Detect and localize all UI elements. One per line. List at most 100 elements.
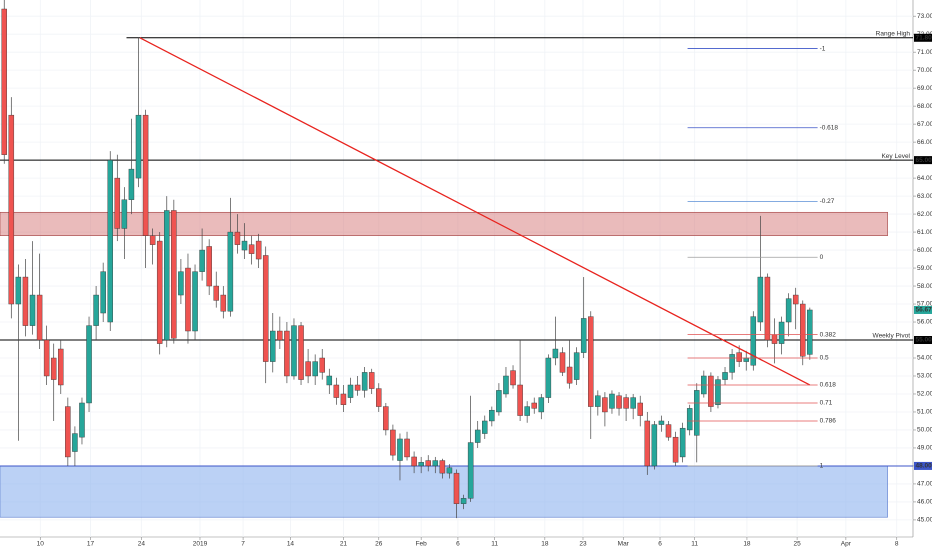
- candle-body: [340, 393, 347, 405]
- candle-body: [50, 357, 57, 380]
- candle-body: [771, 334, 778, 344]
- candle-body: [149, 235, 156, 245]
- y-tick-label: 67.00: [917, 121, 932, 128]
- y-tick-label: 62.00: [917, 211, 932, 218]
- x-tick-label: Apr: [841, 541, 852, 548]
- x-tick-label: 7: [241, 541, 245, 548]
- candle-body: [644, 420, 651, 467]
- price-label-box: [914, 461, 932, 470]
- candle-body: [630, 397, 636, 409]
- candle-body: [8, 114, 15, 305]
- candle-body: [792, 294, 799, 305]
- y-tick-label: 52.00: [917, 391, 932, 398]
- candle-body: [354, 384, 361, 391]
- price-label-box: [914, 33, 932, 42]
- level-name: Range High: [876, 30, 911, 37]
- candle-body: [262, 255, 269, 362]
- candle-body: [764, 276, 771, 341]
- candle-body: [489, 409, 495, 422]
- fib-label: -0.618: [820, 124, 839, 131]
- y-tick-label: 71.00: [917, 49, 932, 56]
- candle-body: [156, 240, 163, 344]
- candle-body: [411, 456, 417, 467]
- price-label: 65.00: [916, 157, 932, 164]
- candle-body: [545, 357, 552, 398]
- x-tick-label: 8: [895, 541, 899, 548]
- price-label-box: [914, 156, 932, 165]
- zone: [0, 211, 888, 236]
- candle-body: [686, 408, 693, 431]
- candle-body: [213, 285, 219, 301]
- x-tick-label: Feb: [416, 541, 428, 548]
- candle-body: [1, 8, 7, 155]
- candle-body: [227, 231, 234, 312]
- y-tick-label: 73.00: [917, 13, 932, 20]
- candle-body: [43, 339, 50, 377]
- candle-body: [595, 395, 601, 407]
- level-name: Weekly Pivot: [873, 333, 911, 340]
- candle-body: [199, 249, 205, 272]
- x-tick-label: 21: [340, 541, 348, 548]
- x-tick-label: 18: [743, 541, 751, 548]
- candle-body: [694, 390, 700, 436]
- candle-body: [573, 352, 580, 380]
- candle-body: [347, 384, 354, 398]
- y-tick-label: 53.00: [917, 373, 932, 380]
- candle-body: [312, 361, 318, 377]
- candle-body: [439, 460, 446, 474]
- candle-body: [602, 397, 608, 413]
- fib-label: 1: [820, 463, 824, 470]
- y-tick-label: 56.00: [917, 319, 932, 326]
- y-tick-label: 51.00: [917, 409, 932, 416]
- candle-body: [121, 199, 128, 229]
- y-tick-label: 60.00: [917, 247, 932, 254]
- candle-body: [778, 321, 785, 344]
- candle-body: [510, 370, 516, 386]
- candle-body: [135, 114, 142, 179]
- candle-body: [425, 460, 431, 467]
- candle-body: [467, 442, 474, 499]
- y-tick-label: 49.00: [917, 445, 932, 452]
- fib-label: -1: [820, 45, 826, 52]
- candle-body: [248, 244, 255, 254]
- candle-body: [284, 330, 290, 377]
- candle-body: [192, 271, 198, 332]
- y-tick-label: 46.00: [917, 499, 932, 506]
- y-tick-label: 59.00: [917, 265, 932, 272]
- x-tick-label: 25: [793, 541, 801, 548]
- candle-body: [171, 210, 177, 339]
- y-tick-label: 63.00: [917, 193, 932, 200]
- candle-body: [185, 267, 191, 332]
- x-tick-label: 11: [691, 541, 698, 548]
- candle-body: [270, 330, 276, 362]
- fib-label: 0.5: [820, 355, 829, 362]
- candle-body: [234, 231, 241, 245]
- candle-body: [418, 462, 424, 467]
- candle-body: [552, 348, 559, 359]
- y-tick-label: 50.00: [917, 427, 932, 434]
- candle-body: [637, 402, 643, 416]
- candle-body: [446, 467, 453, 474]
- x-tick-label: 6: [658, 541, 662, 548]
- y-tick-label: 68.00: [917, 103, 932, 110]
- candle-body: [206, 246, 212, 287]
- candle-body: [376, 388, 382, 407]
- x-tick-label: 23: [579, 541, 587, 548]
- x-tick-label: 26: [375, 541, 383, 548]
- candle-body: [736, 352, 742, 362]
- candle-body: [241, 240, 248, 251]
- level-name: Key Level: [881, 153, 910, 160]
- candle-body: [164, 210, 170, 341]
- zone: [0, 465, 888, 518]
- x-tick-label: 17: [87, 541, 95, 548]
- last-price-label: 56.67: [916, 307, 932, 314]
- candle-body: [807, 309, 813, 355]
- candle-body: [580, 318, 587, 353]
- candle-body: [326, 375, 333, 386]
- candle-body: [432, 460, 439, 467]
- last-price-box: [914, 305, 932, 314]
- candle-body: [220, 294, 227, 312]
- candle-body: [750, 316, 757, 366]
- candle-body: [503, 375, 509, 395]
